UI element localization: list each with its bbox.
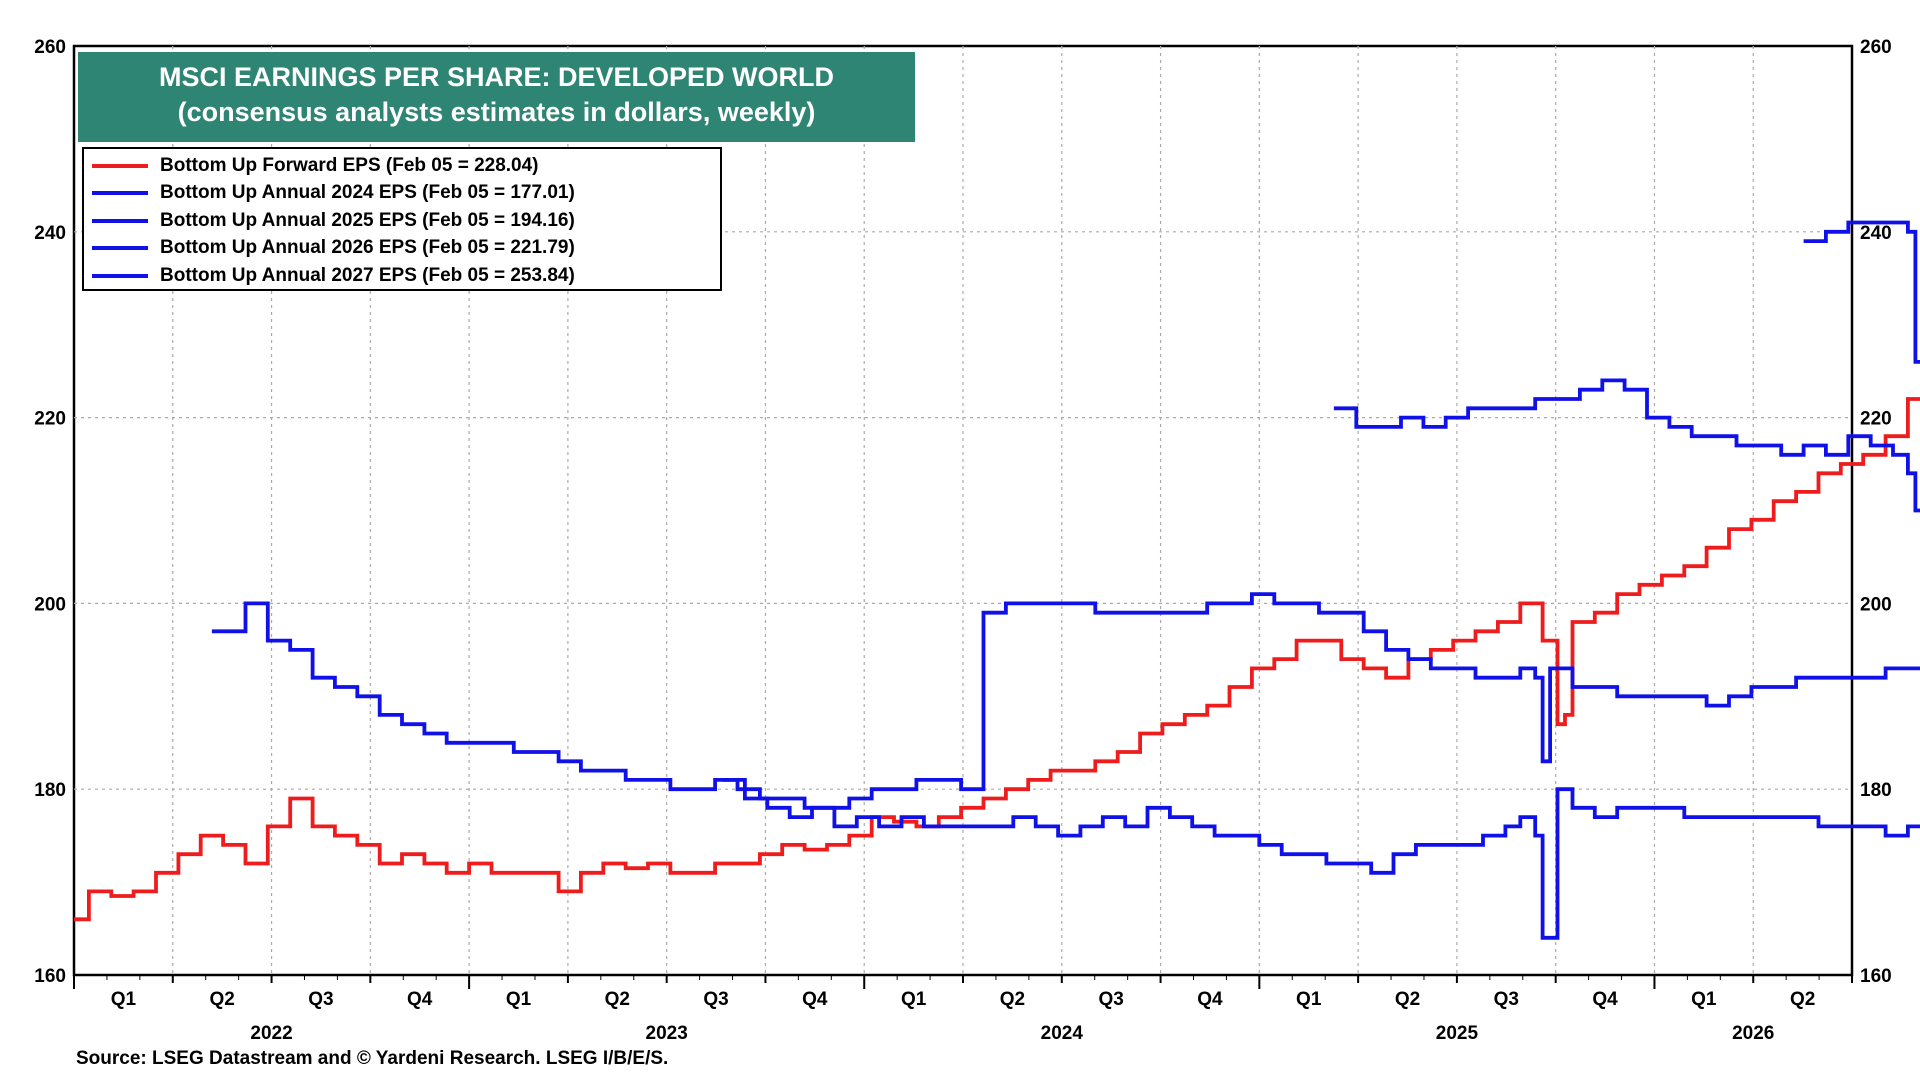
x-quarter-label: Q4 (802, 989, 828, 1010)
y-tick-label-left: 240 (34, 223, 66, 244)
x-year-label: 2026 (1732, 1023, 1774, 1044)
x-quarter-label: Q1 (506, 989, 532, 1010)
x-quarter-label: Q2 (209, 989, 234, 1010)
legend-label: Bottom Up Annual 2026 EPS (Feb 05 = 221.… (160, 237, 575, 259)
x-quarter-label: Q1 (111, 989, 137, 1010)
x-quarter-label: Q2 (1395, 989, 1420, 1010)
legend-swatch (92, 191, 148, 196)
x-quarter-label: Q4 (407, 989, 433, 1010)
y-tick-label-right: 260 (1860, 37, 1892, 58)
y-axis-right: 160 180 200 220 240 260 (1860, 37, 1892, 987)
x-quarter-label: Q3 (1098, 989, 1123, 1010)
x-year-label: 2023 (646, 1023, 688, 1044)
legend-item: Bottom Up Annual 2025 EPS (Feb 05 = 194.… (92, 207, 712, 235)
x-axis: Q1 Q2 Q3 Q4 Q1 Q2 Q3 Q4 Q1 Q2 Q3 Q4 Q1 Q2 Q3 Q4 Q1 Q2 2022… (73, 975, 1854, 1044)
chart-title: MSCI EARNINGS PER SHARE: DEVELOPED WORLD (158, 62, 835, 92)
series-lines (74, 220, 1920, 940)
legend-item: Bottom Up Annual 2024 EPS (Feb 05 = 177.… (92, 180, 712, 208)
legend-item: Bottom Up Annual 2027 EPS (Feb 05 = 253.… (92, 262, 712, 290)
legend-swatch (92, 246, 148, 251)
series-line (722, 778, 1920, 940)
legend-label: Bottom Up Forward EPS (Feb 05 = 228.04) (160, 154, 539, 176)
x-quarter-label: Q1 (1691, 989, 1717, 1010)
x-quarter-label: Q3 (308, 989, 333, 1010)
y-tick-label-left: 180 (34, 780, 66, 801)
x-quarter-label: Q2 (605, 989, 630, 1010)
legend: Bottom Up Forward EPS (Feb 05 = 228.04) … (82, 147, 722, 291)
x-quarter-label: Q2 (1000, 989, 1025, 1010)
y-axis-left: 160 180 200 220 240 260 (34, 37, 66, 987)
y-tick-label-right: 160 (1860, 966, 1892, 987)
x-quarter-label: Q2 (1790, 989, 1815, 1010)
y-tick-label-right: 240 (1860, 223, 1892, 244)
legend-swatch (92, 218, 148, 223)
y-tick-label-left: 160 (34, 966, 66, 987)
source-note: Source: LSEG Datastream and © Yardeni Re… (76, 1048, 669, 1069)
y-tick-label-left: 260 (34, 37, 66, 58)
x-quarter-label: Q1 (1296, 989, 1322, 1010)
y-tick-label-left: 200 (34, 594, 66, 615)
y-tick-label-right: 220 (1860, 409, 1892, 430)
series-line (74, 397, 1920, 922)
legend-label: Bottom Up Annual 2025 EPS (Feb 05 = 194.… (160, 209, 575, 231)
series-line (1333, 378, 1920, 513)
chart-title-box: MSCI EARNINGS PER SHARE: DEVELOPED WORLD… (78, 52, 915, 142)
legend-swatch (92, 163, 148, 168)
x-year-label: 2025 (1436, 1023, 1479, 1044)
x-quarter-label: Q4 (1197, 989, 1223, 1010)
y-tick-label-right: 200 (1860, 594, 1892, 615)
legend-label: Bottom Up Annual 2024 EPS (Feb 05 = 177.… (160, 182, 575, 204)
legend-swatch (92, 273, 148, 278)
legend-label: Bottom Up Annual 2027 EPS (Feb 05 = 253.… (160, 264, 575, 286)
chart-subtitle: (consensus analysts estimates in dollars… (177, 97, 816, 127)
x-quarter-label: Q3 (1494, 989, 1519, 1010)
x-quarter-label: Q4 (1592, 989, 1618, 1010)
x-year-label: 2022 (250, 1023, 292, 1044)
legend-item: Bottom Up Annual 2026 EPS (Feb 05 = 221.… (92, 235, 712, 263)
x-year-label: 2024 (1041, 1023, 1084, 1044)
y-tick-label-right: 180 (1860, 780, 1892, 801)
series-line (1803, 220, 1920, 364)
x-quarter-label: Q1 (901, 989, 927, 1010)
series-line (211, 592, 1920, 810)
x-quarter-label: Q3 (703, 989, 728, 1010)
y-tick-label-left: 220 (34, 409, 66, 430)
legend-item: Bottom Up Forward EPS (Feb 05 = 228.04) (92, 152, 712, 180)
